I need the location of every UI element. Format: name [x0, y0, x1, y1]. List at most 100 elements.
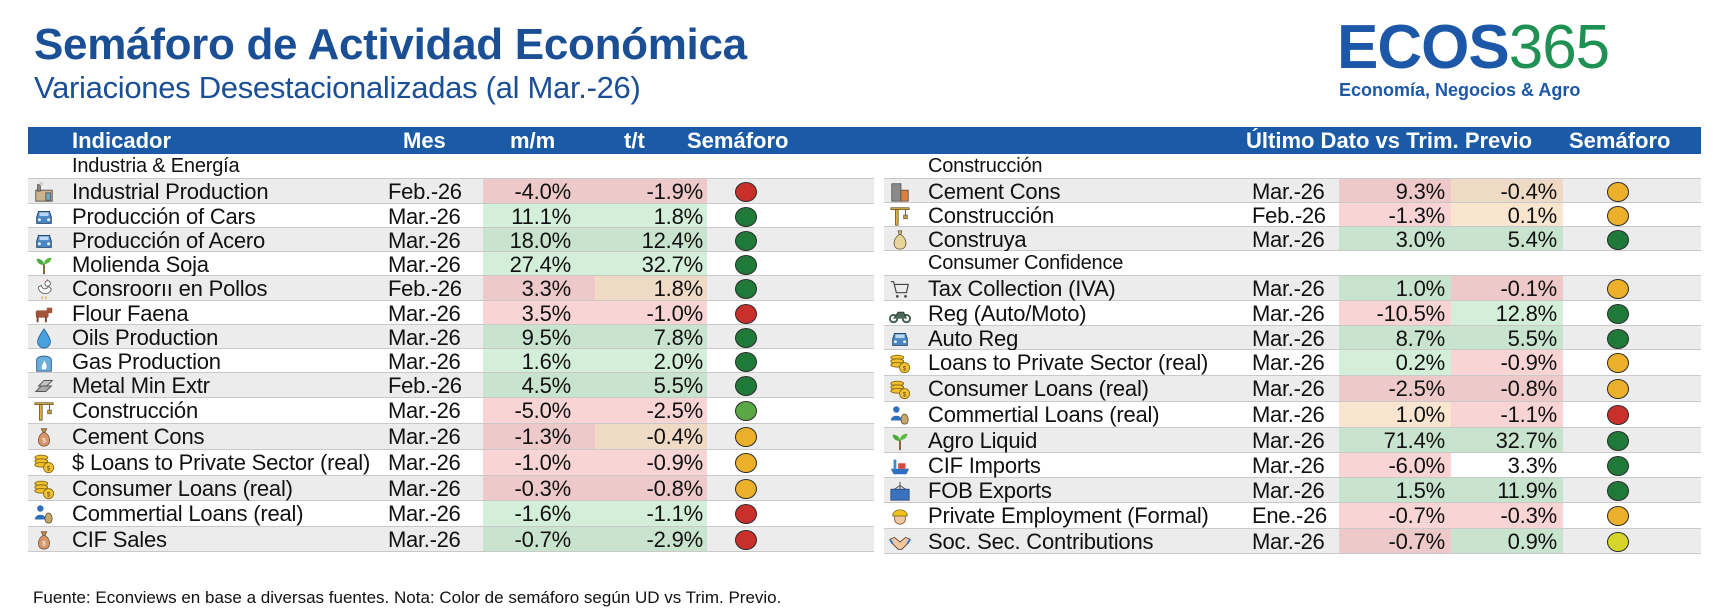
- indicator-name: Producción of Cars: [72, 204, 256, 229]
- business-loan-icon: [32, 503, 56, 525]
- mm-value: 1.5%: [1339, 478, 1451, 503]
- semaforo-green-light: [735, 352, 757, 372]
- indicator-month: Mar.-26: [388, 204, 461, 229]
- indicator-month: Mar.-26: [388, 349, 461, 374]
- mm-value: -0.7%: [1339, 503, 1451, 528]
- page-subtitle: Variaciones Desestacionalizadas (al Mar.…: [34, 70, 641, 105]
- indicator-month: Mar.-26: [388, 325, 461, 350]
- section-header: Consumer Confidence: [884, 251, 1701, 276]
- tt-value: 5.4%: [1451, 227, 1563, 252]
- tt-value: 0.1%: [1451, 203, 1563, 228]
- tt-value: -2.5%: [595, 398, 707, 423]
- indicator-month: Mar.-26: [388, 501, 461, 526]
- tt-value: -1.9%: [595, 179, 707, 204]
- indicator-month: Mar.-26: [1252, 276, 1325, 301]
- mm-value: 9.3%: [1339, 179, 1451, 204]
- indicator-name: CIF Sales: [72, 527, 167, 552]
- indicator-name: Private Employment (Formal): [928, 503, 1209, 528]
- container-icon: [888, 480, 912, 502]
- indicator-month: Mar.-26: [1252, 227, 1325, 252]
- page-title: Semáforo de Actividad Económica: [34, 20, 747, 69]
- mm-value: 18.0%: [483, 228, 595, 253]
- drop-icon: [32, 327, 56, 349]
- table-row: Producción of Acero Mar.-26 18.0% 12.4%: [28, 228, 874, 253]
- mm-value: -2.5%: [1339, 376, 1451, 401]
- indicator-name: Consumer Loans (real): [72, 476, 293, 501]
- indicator-name: Cement Cons: [72, 424, 205, 449]
- buildings-icon: [888, 181, 912, 203]
- sprout-icon: [32, 254, 56, 276]
- mm-value: -0.3%: [483, 476, 595, 501]
- table-row: Consroorıı en Pollos Feb.-26 3.3% 1.8%: [28, 276, 874, 301]
- tt-value: -2.9%: [595, 527, 707, 552]
- sprout-icon: [888, 430, 912, 452]
- indicator-name: $ Loans to Private Sector (real): [72, 450, 371, 475]
- tt-value: -1.1%: [1451, 402, 1563, 427]
- indicator-name: Reg (Auto/Moto): [928, 301, 1087, 326]
- indicator-month: Mar.-26: [1252, 326, 1325, 351]
- indicator-name: Gas Production: [72, 349, 221, 374]
- logo-tagline: Economía, Negocios & Agro: [1339, 80, 1581, 100]
- semaforo-red-light: [735, 304, 757, 324]
- semaforo-green-light: [1607, 431, 1629, 451]
- semaforo-amber-light: [735, 427, 757, 447]
- semaforo-amber-light: [1607, 353, 1629, 373]
- tt-value: -0.4%: [1451, 179, 1563, 204]
- mm-value: 1.0%: [1339, 276, 1451, 301]
- indicator-name: Soc. Sec. Contributions: [928, 529, 1154, 554]
- indicator-month: Mar.-26: [1252, 402, 1325, 427]
- indicator-name: Consroorıı en Pollos: [72, 276, 268, 301]
- table-row: FOB Exports Mar.-26 1.5% 11.9%: [884, 478, 1701, 503]
- indicator-name: Auto Reg: [928, 326, 1019, 351]
- indicator-month: Mar.-26: [388, 252, 461, 277]
- ship-icon: [888, 455, 912, 477]
- coins-icon: $: [32, 452, 56, 474]
- indicator-month: Mar.-26: [388, 398, 461, 423]
- indicator-month: Feb.-26: [388, 373, 462, 398]
- tt-value: -0.4%: [595, 424, 707, 449]
- indicator-month: Feb.-26: [388, 179, 462, 204]
- section-label: Construcción: [928, 155, 1043, 177]
- table-row: Reg (Auto/Moto) Mar.-26 -10.5% 12.8%: [884, 301, 1701, 326]
- semaforo-green-light: [735, 207, 757, 227]
- indicator-month: Mar.-26: [1252, 529, 1325, 554]
- table-row: Metal Min Extr Feb.-26 4.5% 5.5%: [28, 373, 874, 398]
- tt-value: 12.8%: [1451, 301, 1563, 326]
- semaforo-amber-light: [1607, 206, 1629, 226]
- svg-text:$: $: [47, 465, 51, 472]
- semaforo-red-light: [735, 182, 757, 202]
- table-row: $ Consumer Loans (real) Mar.-26 -2.5% -0.8%: [884, 376, 1701, 402]
- indicator-name: Commertial Loans (real): [928, 402, 1160, 427]
- table-row: Construcción Feb.-26 -1.3% 0.1%: [884, 203, 1701, 228]
- semaforo-red-light: [735, 504, 757, 524]
- table-row: $ Loans to Private Sector (real) Mar.-26 0.…: [884, 350, 1701, 376]
- indicator-name: Construcción: [72, 398, 198, 423]
- semaforo-red-light: [735, 530, 757, 550]
- table-row: $ $ Loans to Private Sector (real) Mar.-26…: [28, 450, 874, 476]
- money-bag-icon: $: [32, 426, 56, 448]
- hardhat-icon: [888, 505, 912, 527]
- business-loan-icon: [888, 404, 912, 426]
- table-row: Auto Reg Mar.-26 8.7% 5.5%: [884, 326, 1701, 351]
- table-row: Commertial Loans (real) Mar.-26 1.0% -1.1%: [884, 402, 1701, 428]
- indicator-month: Mar.-26: [1252, 453, 1325, 478]
- indicator-name: Tax Collection (IVA): [928, 276, 1116, 301]
- table-row: Gas Production Mar.-26 1.6% 2.0%: [28, 349, 874, 374]
- tt-value: 1.8%: [595, 204, 707, 229]
- crane-icon: [32, 400, 56, 422]
- tt-value: 32.7%: [1451, 428, 1563, 453]
- left-indicator-table: Industria & Energía Industrial Production…: [28, 154, 874, 552]
- tt-value: -0.8%: [595, 476, 707, 501]
- column-header-semaforo-right: Semáforo: [1569, 128, 1671, 153]
- sack-icon: [888, 229, 912, 251]
- tt-value: -0.8%: [1451, 376, 1563, 401]
- handshake-icon: [888, 531, 912, 553]
- tt-value: 5.5%: [1451, 326, 1563, 351]
- svg-text:$: $: [42, 541, 46, 548]
- indicator-name: Oils Production: [72, 325, 219, 350]
- table-row: Construcción Mar.-26 -5.0% -2.5%: [28, 398, 874, 424]
- tt-value: 3.3%: [1507, 453, 1558, 478]
- semaforo-green-light: [1607, 481, 1629, 501]
- car-icon: [32, 206, 56, 228]
- semaforo-amber-light: [1607, 379, 1629, 399]
